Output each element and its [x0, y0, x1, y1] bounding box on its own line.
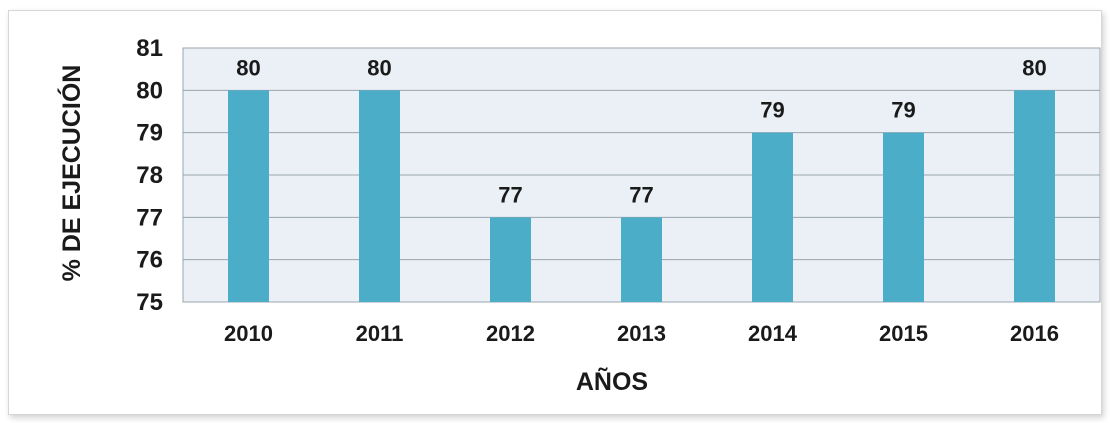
- bar-2016: [1014, 90, 1055, 302]
- bars: [228, 90, 1055, 302]
- y-tick-label-78: 78: [136, 162, 163, 189]
- x-tick-label-2010: 2010: [224, 321, 273, 346]
- x-tick-label-2014: 2014: [748, 321, 798, 346]
- x-axis-ticks: 2010 2011 2012 2013 2014 2015 2016: [224, 321, 1059, 346]
- x-tick-label-2011: 2011: [356, 321, 404, 346]
- bar-2011: [359, 90, 400, 302]
- y-axis-title: % DE EJECUCIÓN: [56, 65, 86, 282]
- x-tick-label-2013: 2013: [617, 321, 666, 346]
- y-tick-label-81: 81: [136, 35, 163, 62]
- data-label-2016: 80: [1022, 55, 1046, 80]
- x-tick-label-2015: 2015: [879, 321, 928, 346]
- x-tick-label-2016: 2016: [1010, 321, 1059, 346]
- bar-2013: [621, 217, 662, 302]
- y-tick-label-75: 75: [136, 289, 163, 316]
- y-tick-label-80: 80: [136, 77, 163, 104]
- x-tick-label-2012: 2012: [486, 321, 535, 346]
- y-tick-label-77: 77: [136, 204, 163, 231]
- data-label-2015: 79: [891, 98, 915, 123]
- bar-2014: [752, 132, 793, 302]
- data-label-2014: 79: [760, 98, 784, 123]
- x-axis-title: AÑOS: [576, 366, 648, 396]
- data-labels: 80 80 77 77 79 79 80: [236, 55, 1046, 207]
- bar-2010: [228, 90, 269, 302]
- data-label-2013: 77: [629, 182, 653, 207]
- data-label-2012: 77: [498, 182, 522, 207]
- data-label-2011: 80: [367, 55, 391, 80]
- data-label-2010: 80: [236, 55, 260, 80]
- y-tick-label-79: 79: [136, 120, 163, 147]
- y-axis-ticks: 75 76 77 78 79 80 81: [136, 35, 163, 316]
- y-tick-label-76: 76: [136, 247, 163, 274]
- bar-2015: [883, 132, 924, 302]
- bar-2012: [490, 217, 531, 302]
